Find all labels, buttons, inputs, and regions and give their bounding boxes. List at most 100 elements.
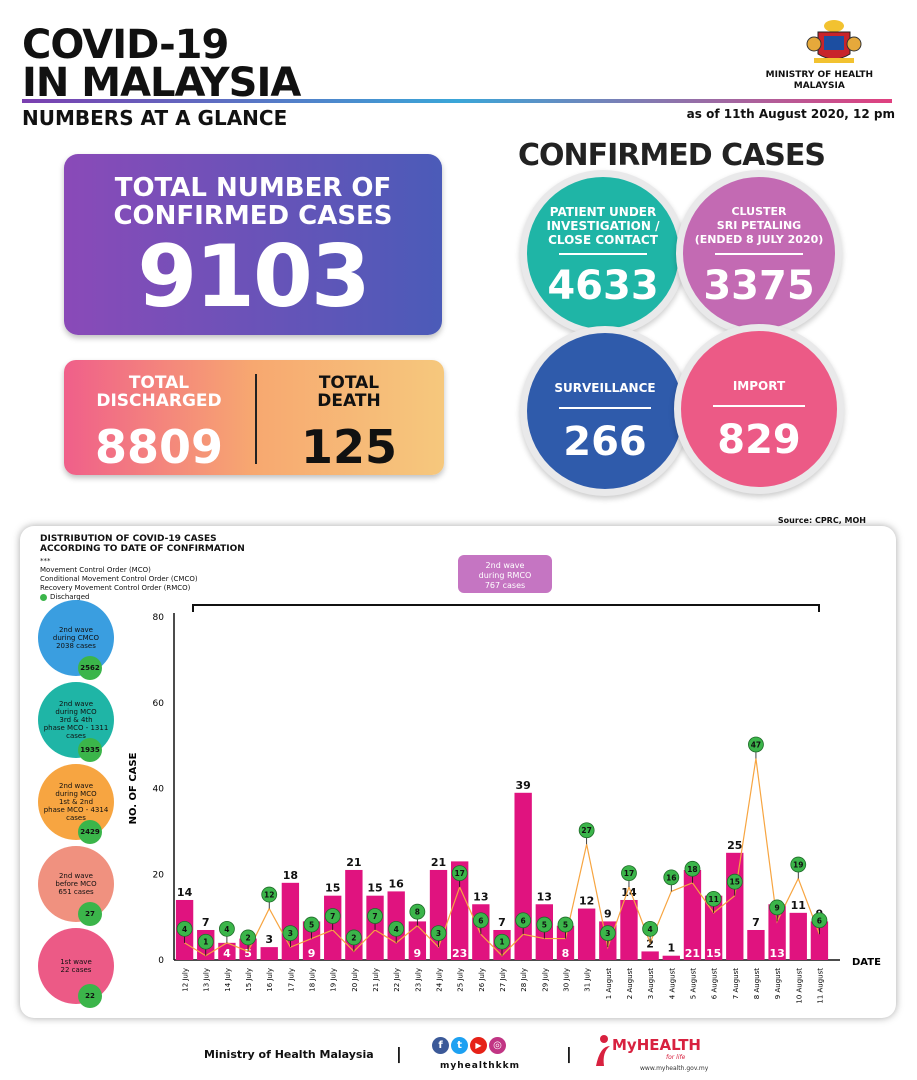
cluster-circle: CLUSTER SRI PETALING (ENDED 8 JULY 2020)… (676, 170, 842, 336)
legend-discharged: Discharged (40, 593, 198, 602)
rmco-bubble-line-3: 767 cases (484, 581, 526, 590)
social-handle[interactable]: myhealthkkm (440, 1061, 520, 1071)
youtube-icon[interactable]: ▶ (470, 1037, 487, 1054)
side-wave-line: 2nd wave (58, 872, 93, 880)
discharged-marker (345, 929, 362, 946)
bar (577, 908, 596, 960)
discharged-value-label: 18 (687, 865, 697, 874)
side-wave-circle: 2nd wave during CMCO 2038 cases (38, 600, 114, 676)
y-tick-label: 40 (153, 785, 165, 795)
death-label-line-1: TOTAL (318, 373, 380, 393)
side-wave-line: 1st & 2nd (58, 798, 94, 806)
x-tick-label: 9 August (774, 968, 782, 999)
discharged-marker (367, 908, 383, 924)
footer-ministry: Ministry of Health Malaysia (204, 1048, 374, 1061)
facebook-icon[interactable]: f (432, 1037, 449, 1054)
side-wave-circle: 1st wave 22 cases (38, 928, 114, 1004)
rmco-bubble-line-2: during RMCO (478, 571, 532, 580)
x-tick-label: 25 July (457, 968, 465, 992)
discharged-marker (621, 865, 637, 882)
twitter-icon[interactable]: t (451, 1037, 468, 1054)
chart-title-line-1: DISTRIBUTION OF COVID-19 CASES (40, 534, 217, 544)
bar-value-label: 15 (367, 882, 382, 895)
discharged-marker (663, 869, 680, 886)
y-axis-label: NO. OF CASE (128, 752, 139, 824)
discharged-marker (557, 916, 574, 933)
discharged-value-label: 7 (372, 912, 377, 921)
surveillance-divider (559, 407, 651, 409)
myhealth-url[interactable]: www.myhealth.gov.my (640, 1065, 709, 1072)
x-tick-label: 1 August (605, 968, 613, 999)
discharged-marker (409, 903, 426, 920)
bar-value-label: 23 (452, 947, 467, 960)
discharged-value-label: 19 (793, 861, 803, 870)
discharged-value-label: 5 (563, 921, 568, 930)
x-tick-label: 29 July (541, 968, 549, 992)
cluster-label-line-3: (ENDED 8 JULY 2020) (694, 233, 824, 246)
bar-value-label: 15 (325, 882, 340, 895)
discharged-marker (240, 929, 256, 946)
cluster-value: 3375 (703, 263, 815, 309)
x-tick-label: 3 August (647, 968, 655, 999)
confirmed-cases-title: CONFIRMED CASES (518, 138, 826, 173)
discharged-value-label: 3 (436, 929, 441, 938)
page-subtitle: NUMBERS AT A GLANCE (22, 106, 288, 130)
discharged-value-label: 16 (666, 873, 676, 882)
bar-value-label: 13 (537, 890, 552, 903)
y-tick-label: 80 (153, 613, 165, 623)
myhealth-tagline: for life (666, 1054, 686, 1061)
bar (747, 929, 765, 960)
pui-label-line-1: PATIENT UNDER (549, 205, 657, 219)
bar (620, 899, 638, 960)
discharged-value-label: 2 (351, 933, 356, 942)
discharged-value-label: 3 (605, 929, 610, 938)
x-tick-label: 10 August (795, 968, 803, 1004)
discharged-marker (748, 736, 764, 753)
side-wave-line: phase MCO - 4314 cases (43, 806, 109, 822)
bar-value-label: 13 (473, 890, 488, 903)
legend-rmco: Recovery Movement Control Order (RMCO) (40, 584, 191, 592)
page-title: COVID-19 IN MALAYSIA (22, 25, 301, 106)
discharged-value-label: 12 (264, 891, 274, 900)
x-tick-label: 26 July (478, 968, 486, 992)
header-divider (22, 99, 892, 103)
bar (662, 955, 680, 960)
discharged-value-label: 11 (708, 895, 718, 904)
pui-label: PATIENT UNDER INVESTIGATION / CLOSE CONT… (527, 205, 679, 247)
side-wave-line: 2nd wave (58, 782, 94, 790)
discharged-marker (219, 920, 235, 937)
x-tick-label: 17 July (287, 968, 295, 992)
bar (726, 852, 744, 960)
discharged-label-line-2: DISCHARGED (96, 391, 222, 411)
side-wave-line: 2nd wave (58, 700, 94, 708)
y-tick-label: 20 (153, 870, 165, 880)
bar (556, 925, 575, 960)
discharged-value-label: 4 (394, 925, 399, 934)
death-label: TOTAL DEATH (269, 374, 429, 410)
x-tick-label: 18 July (309, 968, 317, 992)
discharged-value-label: 7 (330, 912, 335, 921)
side-wave-circle: 2nd wave before MCO 651 cases (38, 846, 114, 922)
side-wave-text: 1st wave 22 cases (60, 958, 92, 974)
bar-value-label: 12 (579, 895, 594, 908)
side-wave-text: 2nd wave during MCO 3rd & 4th phase MCO - 1… (38, 700, 114, 740)
discharged-marker (705, 890, 722, 907)
surveillance-circle: SURVEILLANCE 266 (520, 326, 690, 496)
discharged-marker (790, 856, 807, 873)
discharged-marker (303, 916, 320, 933)
discharged-marker (642, 920, 659, 937)
bar-value-label: 18 (283, 869, 298, 882)
side-wave-circle: 2nd wave during MCO 3rd & 4th phase MCO - 1… (38, 682, 114, 758)
instagram-icon[interactable]: ◎ (489, 1037, 506, 1054)
surveillance-label: SURVEILLANCE (554, 381, 656, 395)
surveillance-value: 266 (563, 419, 647, 465)
discharged-marker (176, 920, 193, 937)
x-tick-label: 24 July (436, 968, 444, 992)
title-line-2: IN MALAYSIA (22, 60, 301, 106)
discharged-label-line-1: TOTAL (128, 373, 190, 393)
bar-value-label: 14 (621, 886, 637, 899)
x-tick-label: 6 August (711, 968, 719, 999)
as-of-date: as of 11th August 2020, 12 pm (686, 107, 895, 121)
discharged-value-label: 1 (499, 938, 504, 947)
